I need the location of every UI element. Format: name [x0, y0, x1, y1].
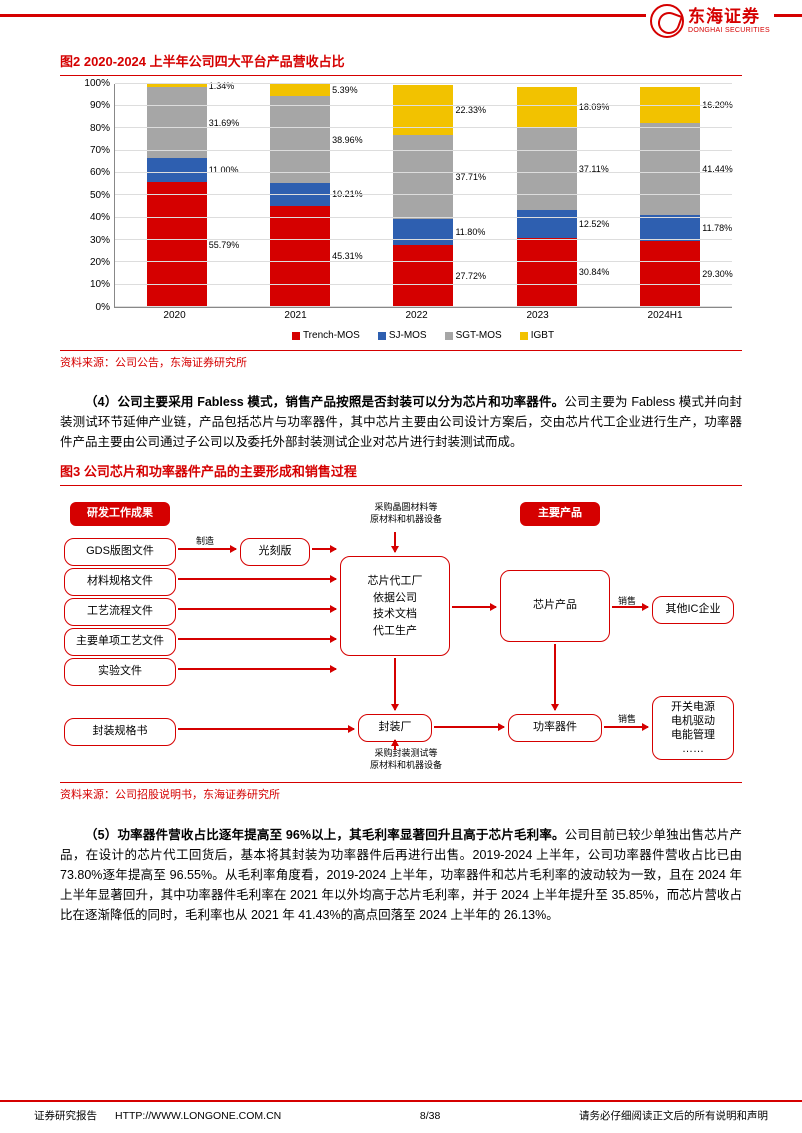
dg-note-top: 采购晶圆材料等 原材料和机器设备	[356, 502, 456, 525]
dg-lbl-make: 制造	[196, 534, 214, 548]
footer-report-type: 证券研究报告	[34, 1108, 97, 1125]
para-5-head: （5）功率器件营收占比逐年提高至 96%以上，其毛利率显著回升且高于芯片毛利率。	[85, 828, 565, 842]
arrow-icon	[452, 606, 496, 608]
dg-chip: 芯片产品	[500, 570, 610, 642]
dg-header-prod: 主要产品	[520, 502, 600, 526]
arrow-icon	[394, 532, 396, 552]
page-footer: 证券研究报告 HTTP://WWW.LONGONE.COM.CN 8/38 请务…	[0, 1100, 802, 1125]
dg-pkgspec: 封装规格书	[64, 718, 176, 746]
arrow-icon	[394, 658, 396, 710]
para-4-head: （4）公司主要采用 Fabless 模式，销售产品按照是否封装可以分为芯片和功率…	[85, 395, 564, 409]
fig3-diagram: 研发工作成果 主要产品 GDS版图文件 材料规格文件 工艺流程文件 主要单项工艺…	[60, 496, 742, 776]
arrow-icon	[178, 578, 336, 580]
arrow-icon	[434, 726, 504, 728]
fig2-title: 图2 2020-2024 上半年公司四大平台产品营收占比	[60, 52, 742, 76]
dg-mat: 材料规格文件	[64, 568, 176, 596]
dg-pkg: 封装厂	[358, 714, 432, 742]
footer-url: HTTP://WWW.LONGONE.COM.CN	[115, 1108, 281, 1125]
fig3-source: 资料来源：公司招股说明书，东海证券研究所	[60, 782, 742, 805]
arrow-icon	[178, 668, 336, 670]
logo-en: DONGHAI SECURITIES	[688, 27, 770, 35]
arrow-icon	[178, 728, 354, 730]
arrow-icon	[394, 740, 396, 750]
dg-mask: 光刻版	[240, 538, 310, 566]
footer-disclaimer: 请务必仔细阅读正文后的所有说明和声明	[579, 1108, 768, 1125]
dg-gds: GDS版图文件	[64, 538, 176, 566]
arrow-icon	[312, 548, 336, 550]
dg-app: 开关电源 电机驱动 电能管理 ……	[652, 696, 734, 760]
dg-header-rd: 研发工作成果	[70, 502, 170, 526]
dg-note-bot: 采购封装测试等 原材料和机器设备	[356, 748, 456, 771]
arrow-icon	[554, 644, 556, 710]
footer-page: 8/38	[420, 1108, 440, 1125]
fig3-title: 图3 公司芯片和功率器件产品的主要形成和销售过程	[60, 462, 742, 486]
arrow-icon	[604, 726, 648, 728]
para-4: （4）公司主要采用 Fabless 模式，销售产品按照是否封装可以分为芯片和功率…	[60, 392, 742, 452]
fig2-source: 资料来源：公司公告，东海证券研究所	[60, 350, 742, 373]
arrow-icon	[178, 548, 236, 550]
brand-logo: 东海证券 DONGHAI SECURITIES	[646, 4, 774, 38]
dg-power: 功率器件	[508, 714, 602, 742]
arrow-icon	[178, 608, 336, 610]
arrow-icon	[612, 606, 648, 608]
dg-otheric: 其他IC企业	[652, 596, 734, 624]
dg-fab: 芯片代工厂 依据公司 技术文档 代工生产	[340, 556, 450, 656]
dg-proc: 工艺流程文件	[64, 598, 176, 626]
para-5: （5）功率器件营收占比逐年提高至 96%以上，其毛利率显著回升且高于芯片毛利率。…	[60, 825, 742, 925]
logo-cn: 东海证券	[688, 8, 770, 27]
fig2-chart: 0%10%20%30%40%50%60%70%80%90%100% 55.79%…	[78, 84, 742, 344]
dg-exp: 实验文件	[64, 658, 176, 686]
dg-single: 主要单项工艺文件	[64, 628, 176, 656]
arrow-icon	[178, 638, 336, 640]
logo-icon	[650, 4, 684, 38]
dg-lbl-sell2: 销售	[618, 712, 636, 726]
